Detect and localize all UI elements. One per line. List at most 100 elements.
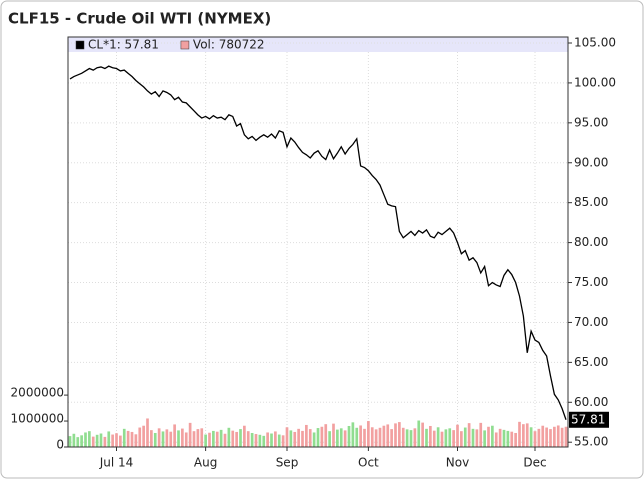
volume-bar bbox=[103, 436, 107, 447]
volume-bar bbox=[537, 428, 541, 447]
volume-bar bbox=[398, 422, 401, 447]
y-tick-label: 75.00 bbox=[574, 275, 608, 289]
volume-bar bbox=[184, 432, 188, 447]
volume-bar bbox=[293, 431, 297, 447]
volume-bar bbox=[312, 432, 316, 447]
legend-swatch bbox=[180, 40, 190, 50]
volume-bar bbox=[560, 427, 564, 447]
legend-swatch bbox=[75, 40, 85, 50]
volume-bar bbox=[111, 434, 114, 447]
volume-bar bbox=[494, 432, 498, 447]
legend-label: CL*1: 57.81 bbox=[88, 38, 159, 52]
volume-bar bbox=[336, 429, 339, 447]
volume-bar bbox=[429, 425, 432, 447]
volume-bar bbox=[204, 434, 207, 447]
volume-bar bbox=[347, 425, 351, 447]
volume-bar bbox=[84, 432, 87, 447]
volume-bar bbox=[215, 431, 219, 447]
volume-bar bbox=[196, 429, 200, 447]
volume-bar bbox=[518, 421, 521, 447]
volume-bar bbox=[409, 430, 413, 447]
y2-tick-label: 2000000 bbox=[11, 386, 64, 400]
volume-bar bbox=[115, 433, 118, 447]
volume-bar bbox=[161, 431, 165, 447]
volume-bar bbox=[80, 435, 83, 447]
volume-bar bbox=[266, 432, 269, 447]
volume-bar bbox=[479, 422, 483, 447]
volume-bar bbox=[394, 423, 397, 447]
plot-area bbox=[68, 37, 568, 447]
volume-bar bbox=[405, 429, 409, 447]
volume-bar bbox=[370, 427, 374, 447]
volume-bar bbox=[150, 430, 153, 447]
y-tick-label: 55.00 bbox=[574, 435, 608, 449]
volume-bar bbox=[134, 434, 138, 447]
volume-bar bbox=[219, 429, 223, 447]
volume-bar bbox=[506, 430, 510, 447]
volume-bar bbox=[258, 434, 262, 447]
volume-bar bbox=[188, 422, 192, 447]
y-tick-label: 70.00 bbox=[574, 315, 608, 329]
volume-bar bbox=[235, 431, 238, 447]
volume-bar bbox=[88, 431, 91, 447]
volume-bar bbox=[390, 429, 393, 447]
volume-bar bbox=[177, 430, 180, 447]
volume-bar bbox=[246, 431, 250, 447]
x-tick-label: Nov bbox=[446, 456, 469, 470]
volume-bar bbox=[564, 426, 568, 447]
legend-band bbox=[68, 37, 568, 52]
x-tick-label: Dec bbox=[523, 456, 546, 470]
volume-bar bbox=[351, 422, 355, 447]
volume-bar bbox=[285, 427, 289, 447]
volume-bar bbox=[308, 429, 312, 447]
volume-bar bbox=[359, 425, 362, 447]
y-tick-label: 100.00 bbox=[574, 75, 616, 89]
volume-bar bbox=[436, 427, 440, 447]
volume-bar bbox=[130, 431, 134, 447]
volume-bar bbox=[425, 428, 428, 447]
volume-bar bbox=[142, 425, 145, 447]
volume-bar bbox=[227, 427, 231, 447]
volume-bar bbox=[192, 431, 196, 447]
volume-bar bbox=[107, 431, 111, 447]
volume-bar bbox=[72, 433, 76, 447]
volume-bar bbox=[165, 429, 169, 447]
volume-bar bbox=[281, 435, 285, 447]
volume-bar bbox=[320, 426, 324, 447]
volume-bar bbox=[138, 427, 142, 447]
volume-bar bbox=[270, 433, 273, 447]
volume-bar bbox=[301, 430, 304, 447]
volume-bar bbox=[332, 423, 335, 447]
volume-bar bbox=[223, 433, 227, 447]
volume-bar bbox=[432, 430, 436, 447]
volume-bar bbox=[444, 429, 448, 447]
volume-bar bbox=[181, 428, 184, 447]
volume-bar bbox=[231, 430, 235, 447]
x-tick-label: Jul 14 bbox=[99, 456, 134, 470]
volume-bar bbox=[545, 427, 548, 447]
volume-bar bbox=[153, 432, 157, 447]
volume-bar bbox=[417, 420, 421, 447]
volume-bar bbox=[239, 429, 242, 447]
volume-bar bbox=[169, 431, 173, 447]
volume-bar bbox=[173, 424, 176, 447]
volume-bar bbox=[200, 428, 204, 447]
y2-tick-label: 0 bbox=[56, 438, 64, 452]
volume-bar bbox=[483, 430, 486, 447]
volume-bar bbox=[99, 433, 103, 447]
volume-bar bbox=[95, 434, 99, 447]
volume-bar bbox=[456, 424, 459, 447]
volume-bar bbox=[541, 425, 545, 447]
volume-bar bbox=[471, 428, 475, 447]
volume-bar bbox=[386, 424, 390, 447]
volume-bar bbox=[316, 428, 320, 447]
volume-bar bbox=[243, 425, 246, 447]
volume-bar bbox=[463, 427, 467, 447]
price-line bbox=[69, 65, 567, 420]
volume-bar bbox=[262, 435, 266, 447]
volume-bar bbox=[498, 428, 502, 447]
volume-bar bbox=[522, 424, 525, 447]
last-value-box bbox=[569, 411, 609, 428]
volume-bar bbox=[556, 425, 560, 447]
volume-bar bbox=[491, 425, 494, 447]
